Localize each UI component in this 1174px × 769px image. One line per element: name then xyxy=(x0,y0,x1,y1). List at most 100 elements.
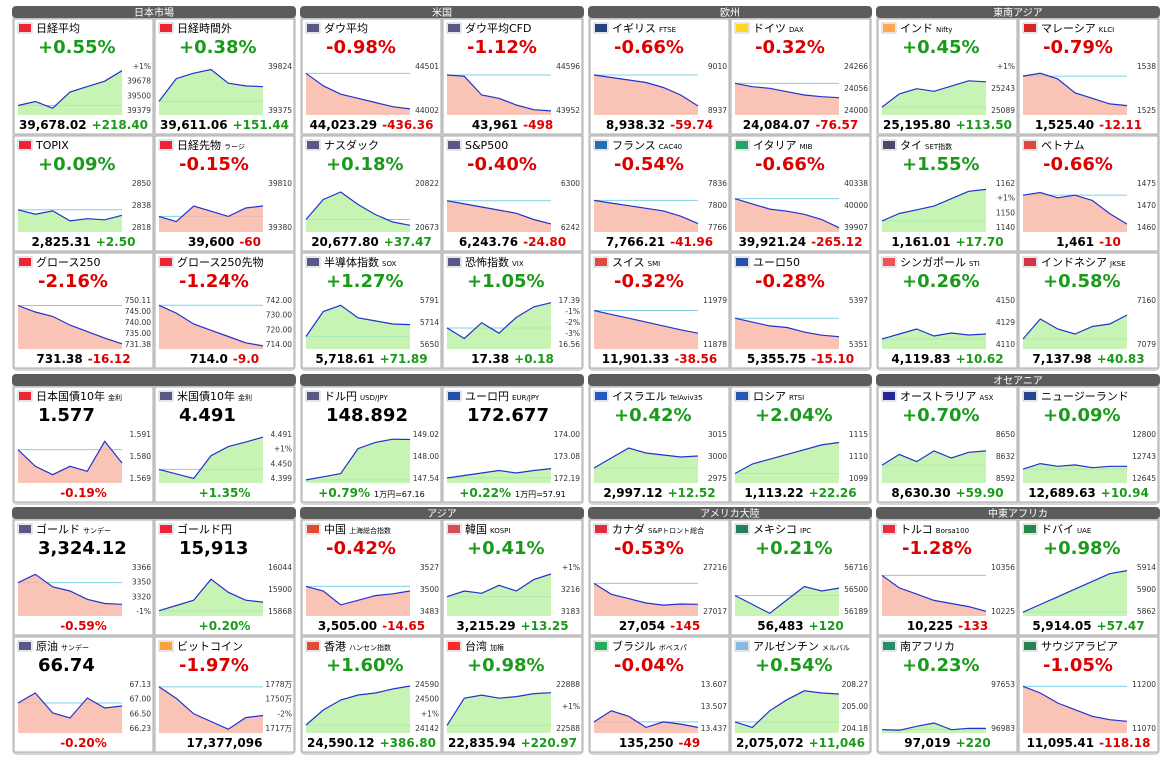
group-title: アジア xyxy=(427,509,457,520)
change-percent: +0.38% xyxy=(179,37,257,58)
spark-area xyxy=(1023,192,1127,232)
spark-line xyxy=(17,692,123,719)
name: 日本国債10年 xyxy=(36,389,105,403)
axis-label: 44596 xyxy=(556,62,580,71)
tile-name: 原油 サンデー xyxy=(36,639,89,653)
axis-label: 3320 xyxy=(132,592,151,601)
axis-label: 5650 xyxy=(420,340,439,349)
name: 韓国 xyxy=(465,523,487,536)
change-percent: -0.40% xyxy=(467,154,537,175)
tile-name: カナダ S&Pトロント総合 xyxy=(612,522,704,536)
spark-line xyxy=(446,468,552,479)
flag-color xyxy=(883,525,895,533)
flag-color xyxy=(736,392,748,400)
name: ダウ平均CFD xyxy=(465,21,531,35)
spark-line xyxy=(593,710,699,729)
change: +218.40 xyxy=(92,118,148,132)
axis-label: 1150 xyxy=(996,208,1015,217)
tile-name: タイ SET指数 xyxy=(900,139,952,152)
per-10000-yen: 1万円=57.91 xyxy=(515,490,566,499)
bottom-line: 7,137.98 +40.83 xyxy=(1032,352,1144,366)
tile: 日経時間外 +0.38% 39824 39375 39,611.06 +151.44 xyxy=(154,18,295,135)
spark-area xyxy=(159,69,263,115)
flag-color xyxy=(883,24,895,32)
spark-line xyxy=(1022,685,1128,722)
change-percent: -0.66% xyxy=(1043,154,1113,175)
flag-color xyxy=(448,141,460,149)
change-percent: +0.70% xyxy=(902,405,980,426)
tile-name: ゴールド サンデー xyxy=(36,522,111,536)
spark-line xyxy=(593,199,699,225)
change-percent: +0.26% xyxy=(902,271,980,292)
flag-color xyxy=(19,258,31,266)
change: +22.26 xyxy=(809,486,857,500)
tile-name: 中国 上海総合指数 xyxy=(324,523,391,536)
name: 原油 xyxy=(36,639,58,653)
tile-name: 恐怖指数 VIX xyxy=(465,255,524,269)
change: -38.56 xyxy=(674,352,717,366)
bottom-line: +0.22% 1万円=57.91 xyxy=(459,486,565,500)
spark-area xyxy=(735,690,839,733)
tile-name: グロース250先物 xyxy=(177,255,263,269)
change: +220.97 xyxy=(521,736,577,750)
spark-area xyxy=(1023,315,1127,349)
spark-area xyxy=(18,70,122,115)
name: ドイツ xyxy=(753,22,786,35)
spark-line xyxy=(158,68,264,102)
spark-area xyxy=(594,448,698,483)
tile: アルゼンチン メルバル +0.54% 208.27 205.00 204.18 2,075,… xyxy=(730,636,871,753)
sub-name: S&Pトロント総合 xyxy=(648,526,704,535)
axis-label: 56189 xyxy=(844,607,868,616)
name: イスラエル xyxy=(612,390,667,403)
price: 22,835.94 xyxy=(448,736,516,750)
axis-label: 25089 xyxy=(991,106,1015,115)
bottom-line: 5,355.75 -15.10 xyxy=(747,352,854,366)
change: -14.65 xyxy=(382,619,425,633)
axis-label: 15868 xyxy=(268,607,292,616)
axis-label: 24500 xyxy=(415,695,439,704)
name: S&P500 xyxy=(465,139,508,152)
axis-label: 5791 xyxy=(420,296,439,305)
group-title: 米国 xyxy=(432,6,452,19)
axis-label: 10356 xyxy=(991,563,1015,572)
axis-label: 5914 xyxy=(1137,563,1156,572)
axis-label: 6300 xyxy=(561,179,580,188)
flag-color xyxy=(883,642,895,650)
axis-label: 39824 xyxy=(268,62,292,71)
group-header xyxy=(300,374,584,386)
tile-name: 台湾 加権 xyxy=(465,639,504,653)
tile-name: ナスダック xyxy=(324,138,379,152)
axis-label: -3% xyxy=(565,329,580,338)
axis-label: 20822 xyxy=(415,179,439,188)
change: -0.20% xyxy=(60,736,107,750)
axis-label: 22888 xyxy=(556,680,580,689)
sub-name: TelAviv35 xyxy=(669,394,703,402)
axis-label: 1460 xyxy=(1137,223,1156,232)
spark-line xyxy=(17,70,123,109)
change: -10 xyxy=(1099,235,1121,249)
tile: カナダ S&Pトロント総合 -0.53% 27216 27017 27,054 -145 xyxy=(589,519,730,636)
spark-area xyxy=(1023,570,1127,616)
price: 39,611.06 xyxy=(160,118,228,132)
flag-color xyxy=(19,24,31,32)
name: フランス xyxy=(612,139,656,152)
tile: S&P500 -0.40% 6300 6242 6,243.76 -24.80 xyxy=(442,135,583,252)
tile: サウジアラビア -1.05% 11200 11070 11,095.41 -118.18 xyxy=(1018,636,1159,753)
bottom-line: 17.38 +0.18 xyxy=(471,352,554,366)
flag-color xyxy=(595,525,607,533)
spark-area xyxy=(447,200,551,232)
axis-label: 1750万 xyxy=(265,695,292,704)
spark-line xyxy=(158,686,264,730)
axis-label: 4110 xyxy=(996,340,1015,349)
spark-area xyxy=(882,450,986,483)
tile: フランス CAC40 -0.54% 7836 7800 7766 7,766.21 -41.9… xyxy=(589,135,730,252)
price: 5,914.05 xyxy=(1032,619,1091,633)
change-percent: -0.53% xyxy=(614,538,684,559)
name: タイ xyxy=(900,139,922,152)
spark-line xyxy=(1022,570,1128,613)
price: 714.0 xyxy=(190,352,228,366)
change-percent: +0.18% xyxy=(326,154,404,175)
change-percent: +2.04% xyxy=(755,405,833,426)
tile-name: インドネシア JKSE xyxy=(1041,256,1126,269)
sub-name: JKSE xyxy=(1109,260,1126,268)
